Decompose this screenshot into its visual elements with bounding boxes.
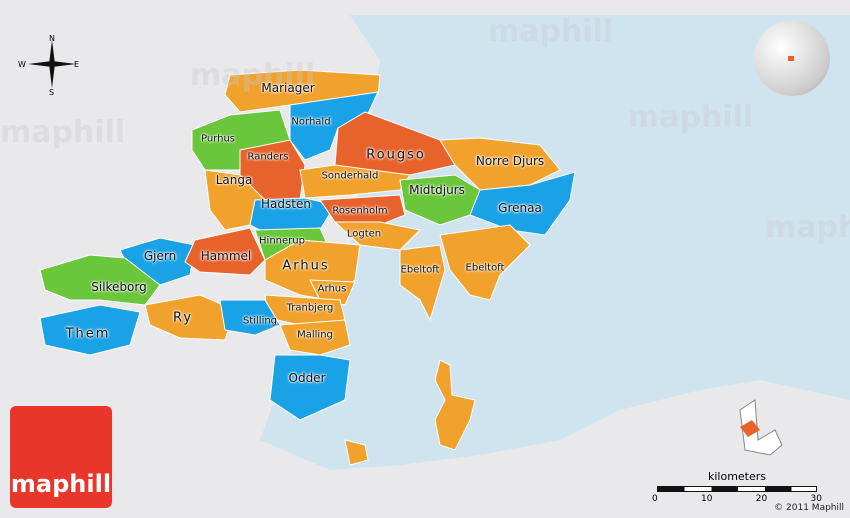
region-label: Silkeborg xyxy=(91,280,147,294)
region-label: Ry xyxy=(172,310,194,326)
inset-denmark xyxy=(739,399,783,456)
scale-bar: kilometers 0 10 20 30 xyxy=(652,470,822,504)
watermark: maphill xyxy=(190,58,316,93)
region-label: Midtdjurs xyxy=(409,183,465,197)
region-them xyxy=(39,304,141,356)
region-label: Langa xyxy=(215,173,253,187)
region-label: Ebeltoft xyxy=(465,262,505,274)
region-label: Mariager xyxy=(261,81,315,95)
region-label: Purhus xyxy=(200,133,236,145)
region-ry xyxy=(144,294,236,341)
region-label: Rosenholm xyxy=(332,205,388,217)
island-samso xyxy=(434,359,476,451)
island-small xyxy=(344,439,369,466)
region-hammel xyxy=(184,227,266,276)
inset-highlight xyxy=(740,420,760,437)
region-label: Rougso xyxy=(366,147,426,163)
region-grenaa xyxy=(469,171,576,236)
watermark: maphill xyxy=(628,100,754,135)
region-label: Malling xyxy=(297,329,333,341)
region-label: Them xyxy=(65,326,111,342)
region-label: Arhus xyxy=(282,258,330,274)
regions xyxy=(39,69,576,421)
region-label: Hadsten xyxy=(261,197,311,211)
scale-tick: 20 xyxy=(755,494,768,504)
region-rosenholm xyxy=(319,194,406,226)
globe-locator-icon xyxy=(754,20,830,96)
region-label: Odder xyxy=(288,371,326,385)
scale-bar-graphic xyxy=(657,486,817,492)
region-label: Hammel xyxy=(200,249,252,263)
compass-e: E xyxy=(74,60,80,69)
region-label: Norre Djurs xyxy=(475,154,545,168)
watermark: maphill xyxy=(765,210,850,245)
region-label: Randers xyxy=(247,151,289,163)
region-malling xyxy=(279,319,351,356)
region-logten xyxy=(333,221,422,251)
maphill-logo[interactable]: maphill xyxy=(10,406,112,508)
scale-title: kilometers xyxy=(707,470,767,483)
region-label: Logten xyxy=(346,228,382,240)
region-label: Sonderhald xyxy=(321,170,379,182)
region-label: Ebeltoft xyxy=(400,264,440,276)
compass-n: N xyxy=(49,34,55,43)
region-label: Norhald xyxy=(291,116,331,128)
region-label: Arhus xyxy=(317,283,347,295)
region-norre-djurs xyxy=(439,137,561,191)
watermark: maphill xyxy=(488,14,614,49)
region-label: Grenaa xyxy=(498,201,542,215)
region-label: Tranbjerg xyxy=(286,302,334,314)
region-stilling xyxy=(219,299,281,336)
scale-tick: 10 xyxy=(701,494,713,504)
watermark: maphill xyxy=(0,115,126,150)
compass-s: S xyxy=(49,88,55,97)
region-label: Gjern xyxy=(143,249,177,263)
scale-tick: 30 xyxy=(810,494,822,504)
region-label: Hinnerup xyxy=(259,235,305,247)
region-ebeltoft xyxy=(399,244,446,322)
region-label: Stilling xyxy=(242,315,278,327)
compass-w: W xyxy=(18,60,26,69)
scale-tick: 0 xyxy=(652,494,658,504)
region-odder xyxy=(269,354,351,421)
region-ebeltoft xyxy=(439,224,531,301)
copyright: © 2011 Maphill xyxy=(774,503,844,513)
